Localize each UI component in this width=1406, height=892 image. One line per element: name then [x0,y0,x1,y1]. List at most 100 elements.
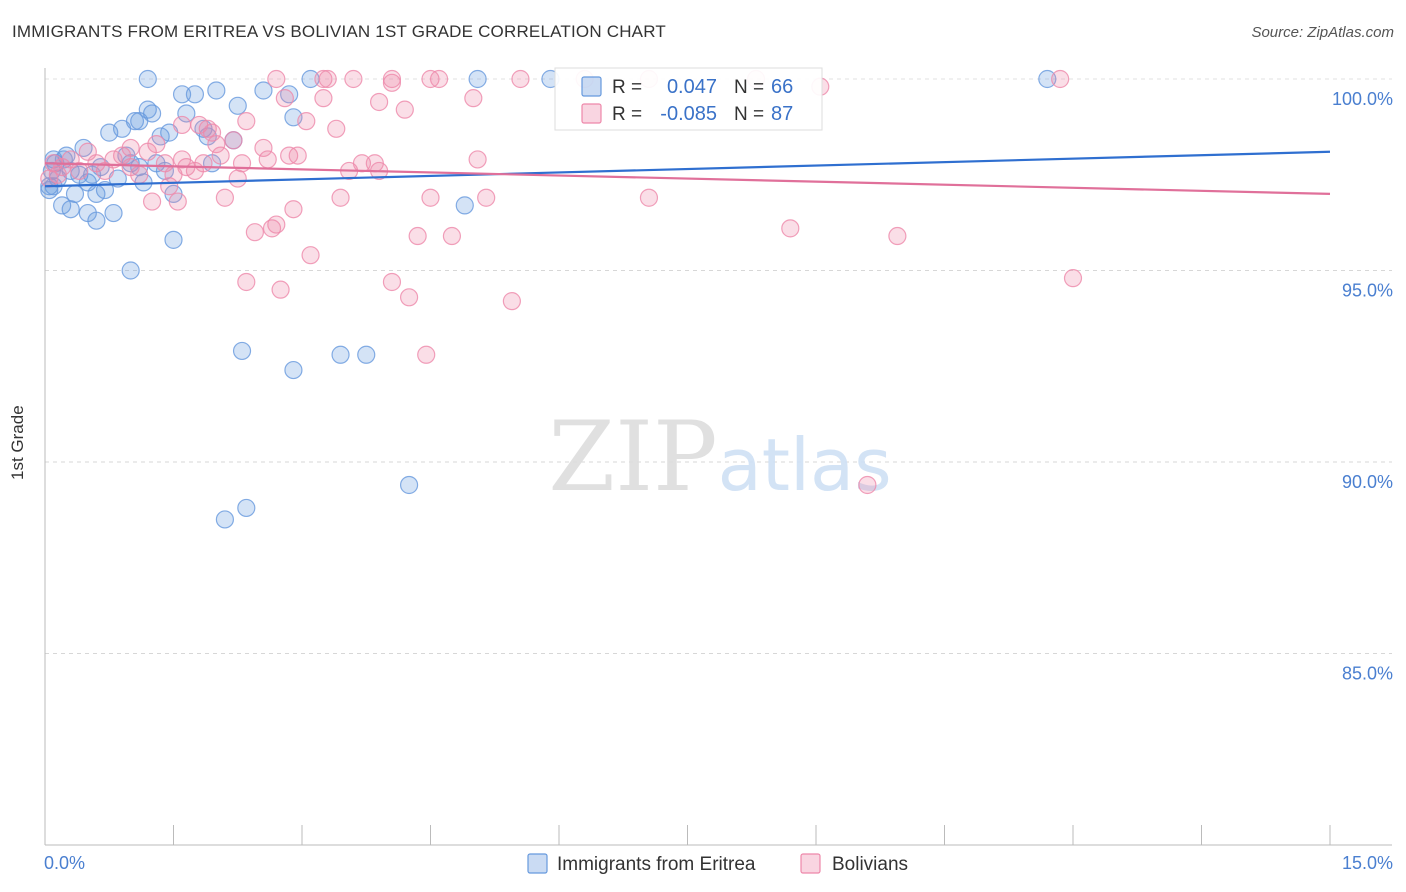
watermark-atlas: atlas [718,423,892,507]
legend-series-name: Bolivians [832,854,908,875]
legend-n-label: N = [734,104,764,125]
watermark: ZIPatlas [548,401,891,513]
data-point [408,226,427,246]
legend-n-value: 66 [771,76,793,98]
data-point [254,81,273,100]
data-point [464,89,483,108]
data-point [301,246,320,265]
data-point [142,104,162,123]
data-point [237,498,256,518]
trend-line-bolivians [44,162,1331,195]
data-point [399,288,419,307]
data-point [327,119,346,138]
data-point [442,226,462,246]
data-point [215,188,234,207]
data-point [271,280,290,299]
data-point [477,188,496,207]
y-tick-label: 90.0% [1342,472,1393,492]
data-point [185,85,205,104]
data-point [382,73,402,92]
data-point [1051,69,1070,89]
data-point [172,85,192,104]
data-point [211,146,230,165]
data-point [429,69,449,89]
data-point [142,192,162,211]
stats-legend-box [554,67,823,131]
data-point [61,200,80,219]
chart-title: IMMIGRANTS FROM ERITREA VS BOLIVIAN 1ST … [12,22,666,41]
data-point [228,169,247,188]
data-point [125,112,145,131]
data-point [224,131,243,150]
data-point [130,165,149,184]
data-point [267,215,286,234]
data-point [395,100,414,119]
data-point [172,115,192,135]
data-point [357,345,376,364]
data-point [121,138,140,158]
y-tick-label: 95.0% [1342,281,1393,301]
legend-series-name: Immigrants from Eritrea [557,854,756,875]
data-point [215,510,234,529]
source-label: Source: ZipAtlas.com [1251,24,1394,41]
data-point [781,219,800,238]
data-point [318,69,337,89]
data-point [511,69,530,89]
y-tick-label: 85.0% [1342,664,1393,684]
data-point [147,135,166,154]
data-point [177,104,196,123]
data-point [202,123,222,142]
watermark-zip: ZIP [548,401,717,513]
x-tick-label: 0.0% [44,853,85,873]
data-point [104,150,123,169]
data-point [468,150,487,169]
legend-swatch [800,853,821,874]
data-point [417,345,436,364]
data-point [858,475,877,495]
data-point [382,69,402,89]
data-point [232,341,252,361]
legend-n-label: N = [734,77,764,98]
data-point [399,475,419,495]
data-point [314,69,333,89]
data-point [164,230,183,249]
data-point [1063,269,1083,288]
data-point [639,188,659,207]
legend-swatch [527,853,548,874]
data-point [228,96,247,115]
data-point [53,196,72,215]
data-point [331,188,350,207]
data-point [258,150,277,169]
data-point [331,345,350,364]
data-point [284,360,303,380]
data-point [138,69,157,89]
data-point [888,226,907,246]
stats-legend: R = 0.047 N = 66 R = -0.085 N = 87 [554,67,823,131]
data-point [172,150,192,169]
data-point [194,154,213,173]
data-point [232,154,252,173]
series-legend: Immigrants from Eritrea Bolivians [527,853,908,875]
data-point [245,223,264,242]
x-tick-label: 15.0% [1342,853,1393,873]
data-point [87,211,106,230]
data-point [168,192,187,211]
trend-line-eritrea [44,150,1331,188]
data-point [370,92,389,112]
data-point [314,89,333,108]
data-point [70,161,89,181]
legend-r-label: R = [612,104,642,125]
data-point [267,69,286,89]
data-point [254,138,273,158]
legend-swatch [581,76,602,97]
data-point [468,69,487,89]
data-point [121,261,140,280]
legend-r-value: 0.047 [667,76,717,98]
data-point [297,112,316,131]
data-point [207,135,226,154]
data-point [275,89,294,108]
y-tick-label: 100.0% [1332,89,1393,109]
legend-n-value: 87 [771,103,793,125]
data-point [288,146,307,165]
